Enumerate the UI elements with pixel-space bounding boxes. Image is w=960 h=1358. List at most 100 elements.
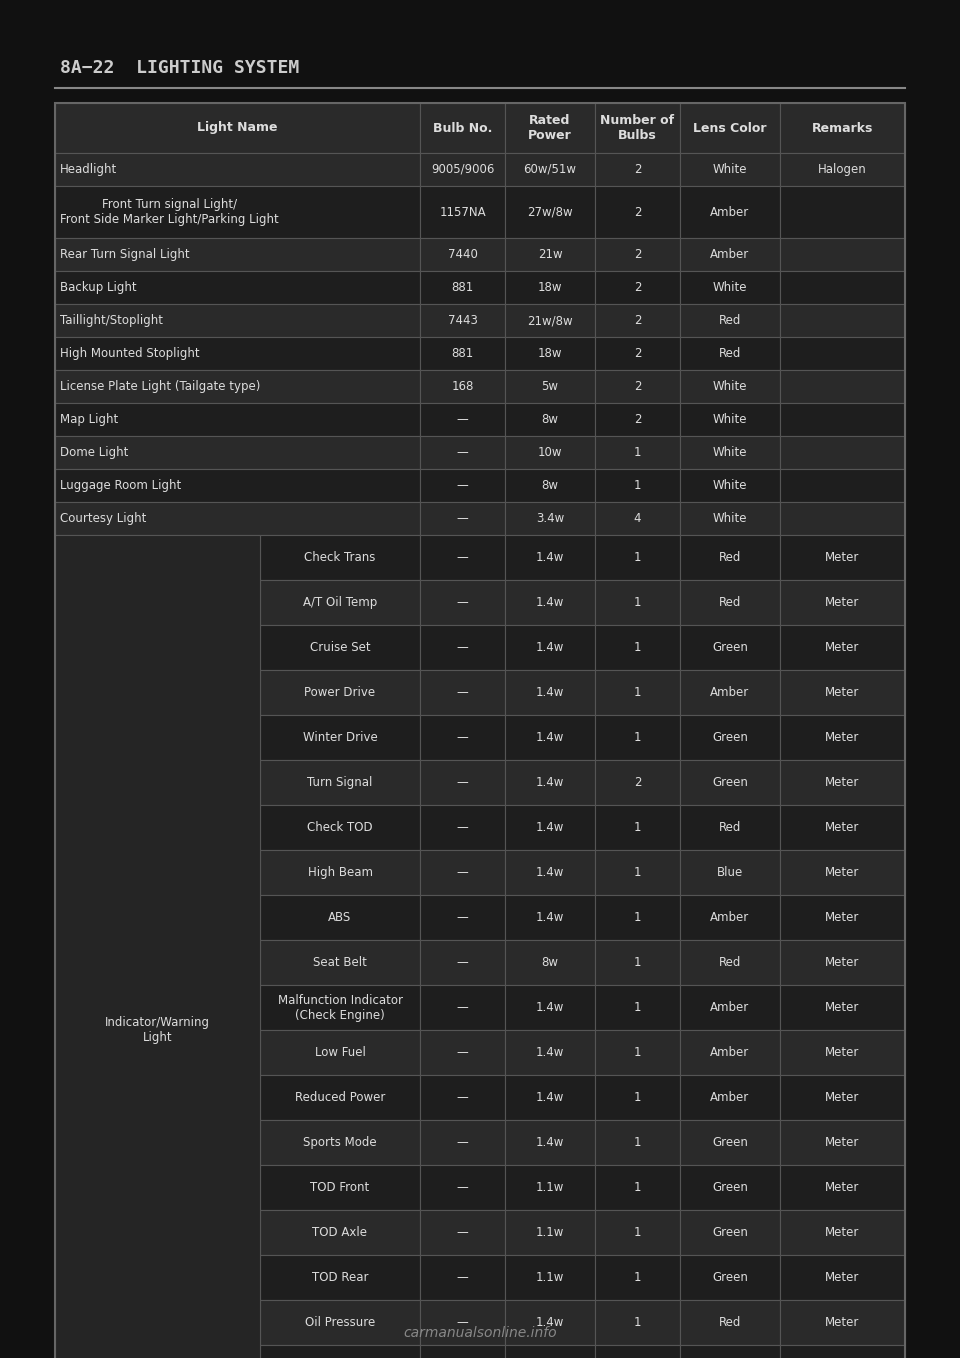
Text: 1.4w: 1.4w bbox=[536, 1316, 564, 1329]
Bar bbox=[420, 1255, 505, 1300]
Bar bbox=[595, 580, 680, 625]
Bar bbox=[680, 337, 780, 369]
Text: 1: 1 bbox=[634, 641, 641, 655]
Bar bbox=[780, 850, 905, 895]
Bar bbox=[420, 669, 505, 716]
Text: 1.1w: 1.1w bbox=[536, 1181, 564, 1194]
Bar bbox=[260, 1165, 420, 1210]
Bar bbox=[780, 535, 905, 580]
Text: 2: 2 bbox=[634, 314, 641, 327]
Bar bbox=[260, 716, 420, 760]
Bar bbox=[505, 1344, 595, 1358]
Bar bbox=[780, 272, 905, 304]
Bar bbox=[55, 238, 420, 272]
Bar bbox=[595, 369, 680, 403]
Text: 2: 2 bbox=[634, 348, 641, 360]
Text: Meter: Meter bbox=[826, 822, 860, 834]
Bar bbox=[505, 469, 595, 502]
Text: 1.4w: 1.4w bbox=[536, 911, 564, 923]
Text: Meter: Meter bbox=[826, 686, 860, 699]
Text: High Mounted Stoplight: High Mounted Stoplight bbox=[60, 348, 200, 360]
Bar bbox=[780, 625, 905, 669]
Text: Rear Turn Signal Light: Rear Turn Signal Light bbox=[60, 249, 190, 261]
Bar bbox=[420, 760, 505, 805]
Bar bbox=[780, 985, 905, 1029]
Text: TOD Front: TOD Front bbox=[310, 1181, 370, 1194]
Bar bbox=[260, 669, 420, 716]
Text: Meter: Meter bbox=[826, 1046, 860, 1059]
Bar bbox=[780, 1210, 905, 1255]
Text: 881: 881 bbox=[451, 281, 473, 293]
Text: 881: 881 bbox=[451, 348, 473, 360]
Bar bbox=[505, 850, 595, 895]
Text: 21w/8w: 21w/8w bbox=[527, 314, 573, 327]
Bar bbox=[505, 535, 595, 580]
Text: 1: 1 bbox=[634, 445, 641, 459]
Bar bbox=[505, 1029, 595, 1076]
Bar bbox=[55, 535, 260, 1358]
Text: 3.4w: 3.4w bbox=[536, 512, 564, 526]
Text: 1: 1 bbox=[634, 1316, 641, 1329]
Text: White: White bbox=[712, 281, 747, 293]
Bar bbox=[595, 760, 680, 805]
Bar bbox=[595, 1076, 680, 1120]
Bar bbox=[420, 1029, 505, 1076]
Text: 2: 2 bbox=[634, 249, 641, 261]
Bar bbox=[595, 1255, 680, 1300]
Bar bbox=[260, 625, 420, 669]
Text: Meter: Meter bbox=[826, 1316, 860, 1329]
Text: —: — bbox=[457, 822, 468, 834]
Text: 18w: 18w bbox=[538, 281, 563, 293]
Text: Meter: Meter bbox=[826, 866, 860, 879]
Text: —: — bbox=[457, 1001, 468, 1014]
Bar bbox=[780, 1029, 905, 1076]
Text: Amber: Amber bbox=[710, 205, 750, 219]
Bar bbox=[680, 1029, 780, 1076]
Text: 27w/8w: 27w/8w bbox=[527, 205, 573, 219]
Bar bbox=[505, 436, 595, 469]
Bar bbox=[595, 716, 680, 760]
Text: TOD Axle: TOD Axle bbox=[313, 1226, 368, 1238]
Text: 2: 2 bbox=[634, 380, 641, 392]
Text: Rated
Power: Rated Power bbox=[528, 114, 572, 143]
Text: Meter: Meter bbox=[826, 1271, 860, 1285]
Bar bbox=[260, 940, 420, 985]
Text: Amber: Amber bbox=[710, 911, 750, 923]
Bar bbox=[680, 985, 780, 1029]
Bar bbox=[595, 337, 680, 369]
Text: Sports Mode: Sports Mode bbox=[303, 1137, 377, 1149]
Bar bbox=[680, 103, 780, 153]
Bar bbox=[780, 153, 905, 186]
Bar bbox=[595, 272, 680, 304]
Text: Green: Green bbox=[712, 1181, 748, 1194]
Bar bbox=[420, 103, 505, 153]
Text: 1: 1 bbox=[634, 1181, 641, 1194]
Bar bbox=[260, 535, 420, 580]
Text: Oil Pressure: Oil Pressure bbox=[305, 1316, 375, 1329]
Bar bbox=[260, 1029, 420, 1076]
Bar bbox=[505, 1255, 595, 1300]
Text: 1157NA: 1157NA bbox=[439, 205, 486, 219]
Bar bbox=[595, 1210, 680, 1255]
Text: —: — bbox=[457, 775, 468, 789]
Bar bbox=[420, 1120, 505, 1165]
Text: 1: 1 bbox=[634, 479, 641, 492]
Bar bbox=[505, 580, 595, 625]
Text: —: — bbox=[457, 1181, 468, 1194]
Text: Green: Green bbox=[712, 731, 748, 744]
Text: Light Name: Light Name bbox=[197, 121, 277, 134]
Text: Map Light: Map Light bbox=[60, 413, 118, 426]
Text: —: — bbox=[457, 413, 468, 426]
Bar bbox=[680, 238, 780, 272]
Bar bbox=[780, 1255, 905, 1300]
Bar bbox=[680, 1165, 780, 1210]
Bar bbox=[780, 716, 905, 760]
Text: 1: 1 bbox=[634, 911, 641, 923]
Bar bbox=[780, 940, 905, 985]
Bar bbox=[505, 502, 595, 535]
Bar bbox=[595, 940, 680, 985]
Text: Red: Red bbox=[719, 314, 741, 327]
Text: Red: Red bbox=[719, 956, 741, 970]
Bar bbox=[505, 1165, 595, 1210]
Bar bbox=[595, 1029, 680, 1076]
